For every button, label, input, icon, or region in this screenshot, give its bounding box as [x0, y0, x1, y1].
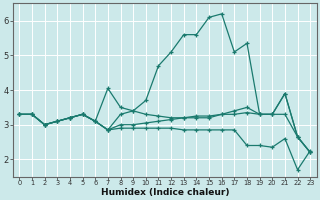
- X-axis label: Humidex (Indice chaleur): Humidex (Indice chaleur): [100, 188, 229, 197]
